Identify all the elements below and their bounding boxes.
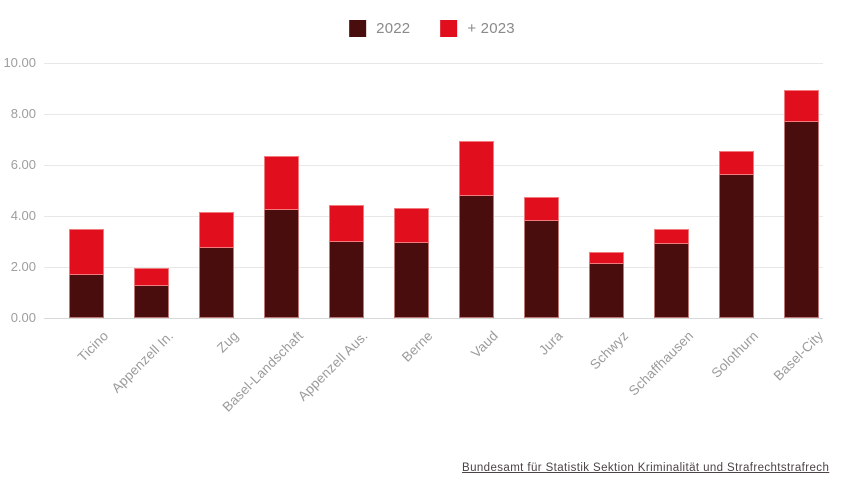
bar-segment-2023 <box>69 228 104 275</box>
bar-segment-2022 <box>719 175 754 318</box>
gridline <box>44 318 823 319</box>
y-axis-tick-label: 4.00 <box>10 208 36 223</box>
bar-segment-2022 <box>459 195 494 318</box>
bar-stack <box>394 208 429 318</box>
bar-group: Zug <box>184 63 249 355</box>
bar-segment-2023 <box>459 140 494 196</box>
bar-segment-2022 <box>654 244 689 318</box>
bar-segment-2022 <box>329 241 364 318</box>
bar-segment-2023 <box>394 208 429 243</box>
bars-container: Ticino Appenzell In. Zug Basel-Landschaft Ap… <box>54 63 834 415</box>
bar-segment-2023 <box>264 156 299 210</box>
bar-segment-2023 <box>329 204 364 242</box>
bar-segment-2022 <box>199 247 234 318</box>
bar-segment-2022 <box>784 121 819 318</box>
x-axis-label: Schwyz <box>586 328 632 373</box>
bar-stack <box>524 196 559 318</box>
bar-group: Appenzell Aus. <box>295 63 379 404</box>
legend-item-2022: 2022 <box>349 20 410 37</box>
bar-stack <box>134 268 169 318</box>
bar-group: Schwyz <box>574 63 639 372</box>
bar-segment-2023 <box>199 212 234 248</box>
x-axis-label: Berne <box>399 328 437 365</box>
bar-segment-2022 <box>69 274 104 318</box>
legend-swatch-2022-icon <box>349 20 367 37</box>
bar-segment-2023 <box>524 196 559 222</box>
bar-group: Schaffhausen <box>626 63 704 399</box>
legend-label-2023: + 2023 <box>467 20 515 37</box>
bar-segment-2023 <box>589 251 624 265</box>
bar-segment-2022 <box>589 264 624 318</box>
x-axis-label: Appenzell In. <box>108 328 177 396</box>
y-axis-tick-label: 0.00 <box>10 310 36 325</box>
x-axis-label: Vaud <box>468 328 502 361</box>
gridline <box>44 165 823 166</box>
bar-stack <box>69 228 104 318</box>
gridline <box>44 216 823 217</box>
x-axis-label: Basel-City <box>770 328 827 384</box>
legend: 2022 + 2023 <box>349 20 515 37</box>
bar-segment-2023 <box>134 268 169 287</box>
x-axis-label: Ticino <box>74 328 112 365</box>
bar-stack <box>459 140 494 318</box>
bar-stack <box>654 228 689 318</box>
source-link[interactable]: Bundesamt für Statistik Sektion Kriminal… <box>462 462 830 474</box>
bar-stack <box>589 251 624 318</box>
bar-segment-2023 <box>719 150 754 176</box>
legend-label-2022: 2022 <box>376 20 411 37</box>
y-axis-tick-label: 6.00 <box>10 157 36 172</box>
bar-group: Jura <box>509 63 574 358</box>
bar-stack <box>329 204 364 318</box>
y-axis-tick-label: 10.00 <box>3 55 36 70</box>
bar-group: Basel-Landschaft <box>219 63 314 415</box>
bar-stack <box>784 89 819 318</box>
bar-group: Appenzell In. <box>108 63 184 396</box>
x-axis-label: Zug <box>213 328 242 356</box>
gridline <box>44 63 823 64</box>
bar-group: Ticino <box>54 63 119 365</box>
bar-stack <box>719 150 754 318</box>
bar-group: Vaud <box>444 63 509 361</box>
x-axis-label: Solothurn <box>708 328 762 381</box>
gridline <box>44 114 823 115</box>
x-axis-label: Jura <box>536 328 567 358</box>
legend-item-2023: + 2023 <box>440 20 515 37</box>
bar-segment-2022 <box>134 286 169 318</box>
bar-segment-2023 <box>654 228 689 245</box>
plot-area <box>44 63 823 319</box>
x-axis-label: Appenzell Aus. <box>295 328 372 404</box>
bar-group: Basel-City <box>769 63 834 384</box>
bar-stack <box>264 156 299 318</box>
y-axis-tick-label: 2.00 <box>10 259 36 274</box>
bar-segment-2022 <box>524 221 559 318</box>
y-axis-tick-label: 8.00 <box>10 106 36 121</box>
bar-segment-2023 <box>784 89 819 122</box>
gridline <box>44 267 823 268</box>
bar-group: Berne <box>379 63 444 365</box>
bar-stack <box>199 212 234 318</box>
bar-segment-2022 <box>264 209 299 318</box>
x-axis-label: Schaffhausen <box>625 328 697 399</box>
legend-swatch-2023-icon <box>440 20 458 37</box>
bar-group: Solothurn <box>704 63 769 381</box>
bar-segment-2022 <box>394 242 429 318</box>
